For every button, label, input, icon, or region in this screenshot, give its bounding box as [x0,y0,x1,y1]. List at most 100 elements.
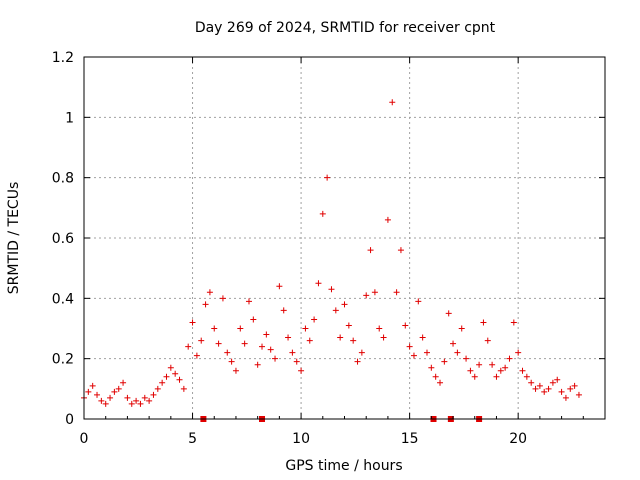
data-point [489,361,496,368]
data-point [202,301,209,308]
data-point [432,373,439,380]
data-point [324,174,331,181]
data-point [458,325,465,332]
data-point [289,349,296,356]
data-point [337,334,344,341]
data-point [445,310,452,317]
y-tick-label: 1.2 [52,50,74,66]
data-point [480,319,487,326]
data-point [502,364,509,371]
data-point [206,289,213,296]
data-point [541,388,548,395]
data-point [311,316,318,323]
data-point [545,385,552,392]
data-point [402,322,409,329]
points-layer [81,99,582,422]
x-axis-label: GPS time / hours [285,458,402,474]
data-point [245,298,252,305]
data-point [89,382,96,389]
y-axis-label: SRMTID / TECUs [6,182,22,295]
chart-title: Day 269 of 2024, SRMTID for receiver cpn… [195,20,496,36]
data-point [185,343,192,350]
data-point [176,376,183,383]
data-point [389,99,396,106]
data-point [263,331,270,338]
y-tick-label: 1 [65,110,74,126]
data-point [484,337,491,344]
data-point [193,352,200,359]
y-tick-label: 0.2 [52,352,74,368]
data-point [497,367,504,374]
data-point [215,340,222,347]
data-point [571,382,578,389]
data-point [302,325,309,332]
data-point [454,349,461,356]
data-point [371,289,378,296]
data-point [345,322,352,329]
data-point [393,289,400,296]
data-point [293,358,300,365]
data-point [141,394,148,401]
data-point [332,307,339,314]
data-point [419,334,426,341]
data-point [133,397,140,404]
data-point [115,385,122,392]
data-point [558,388,565,395]
data-point [341,301,348,308]
x-tick-label: 5 [188,431,197,447]
data-point [111,388,118,395]
data-point [523,373,530,380]
data-point [98,397,105,404]
data-point [528,379,535,386]
data-point [575,391,582,398]
data-point [410,352,417,359]
data-point [219,295,226,302]
data-point [180,385,187,392]
data-point [376,325,383,332]
data-point [506,355,513,362]
data-point [172,370,179,377]
data-point [167,364,174,371]
data-point [237,325,244,332]
y-tick-label: 0.8 [52,171,74,187]
data-point [319,210,326,217]
data-point [107,394,114,401]
data-point [315,280,322,287]
data-point [415,298,422,305]
data-point [510,319,517,326]
data-point [189,319,196,326]
data-point [224,349,231,356]
data-point [463,355,470,362]
data-point [554,376,561,383]
data-point [423,349,430,356]
data-point [232,367,239,374]
data-point [476,361,483,368]
x-tick-label: 20 [509,431,527,447]
y-tick-label: 0 [65,412,74,428]
data-point [250,316,257,323]
data-point [367,247,374,254]
data-point [272,355,279,362]
data-point [120,379,127,386]
data-point [154,385,161,392]
data-point [85,388,92,395]
data-point [493,373,500,380]
data-point [549,379,556,386]
data-point [467,367,474,374]
data-point [128,400,135,407]
data-point [519,367,526,374]
data-point [562,394,569,401]
data-point [280,307,287,314]
data-point [354,358,361,365]
data-point [298,367,305,374]
data-point [267,346,274,353]
data-point [450,340,457,347]
data-point [363,292,370,299]
y-tick-label: 0.6 [52,231,74,247]
data-point [380,334,387,341]
data-point [146,397,153,404]
x-tick-label: 10 [292,431,310,447]
data-point [276,283,283,290]
data-point [406,343,413,350]
